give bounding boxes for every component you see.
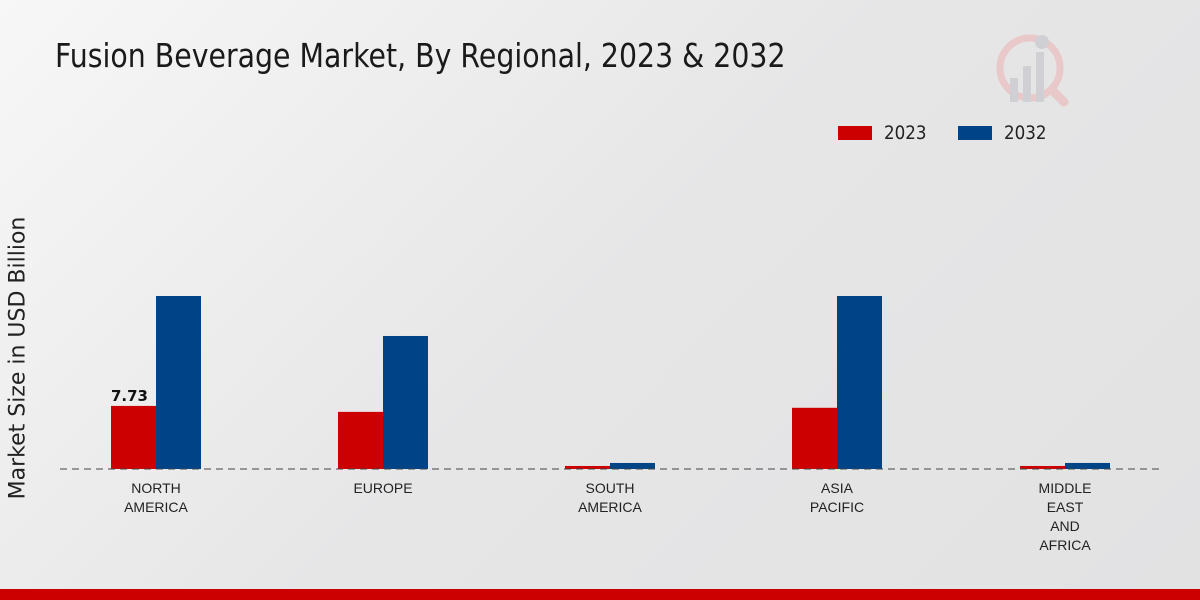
bar-2023-1 [338,411,383,469]
chart-title: Fusion Beverage Market, By Regional, 202… [55,36,786,75]
bar-2023-4 [1020,465,1065,469]
x-tick-label: AMERICA [578,499,642,515]
bar-2023-3 [792,407,837,469]
bar-2023-2 [565,465,610,469]
legend-label-2032: 2032 [1004,122,1047,144]
x-tick-label: EAST [1047,499,1084,515]
x-tick-label: AFRICA [1039,537,1091,553]
x-tick-label: AND [1050,518,1080,534]
x-tick-label: ASIA [821,480,854,496]
footer-bar [0,589,1200,600]
x-tick-label: EUROPE [353,480,412,496]
legend-item-2032: 2032 [958,122,1052,144]
bar-2032-4 [1065,462,1110,469]
legend-swatch-2032 [958,126,992,140]
bar-2032-2 [610,462,655,469]
legend-label-2023: 2023 [884,122,927,144]
x-tick-label: PACIFIC [810,499,864,515]
legend-item-2023: 2023 [838,122,932,144]
data-label: 7.73 [111,387,148,405]
bar-2032-3 [837,296,882,469]
legend-swatch-2023 [838,126,872,140]
bar-2032-1 [383,335,428,469]
x-tick-label: MIDDLE [1039,480,1092,496]
x-tick-label: SOUTH [586,480,635,496]
x-tick-label: NORTH [131,480,181,496]
bar-2032-0 [156,296,201,469]
bar-2023-0 [111,405,156,469]
x-tick-label: AMERICA [124,499,188,515]
